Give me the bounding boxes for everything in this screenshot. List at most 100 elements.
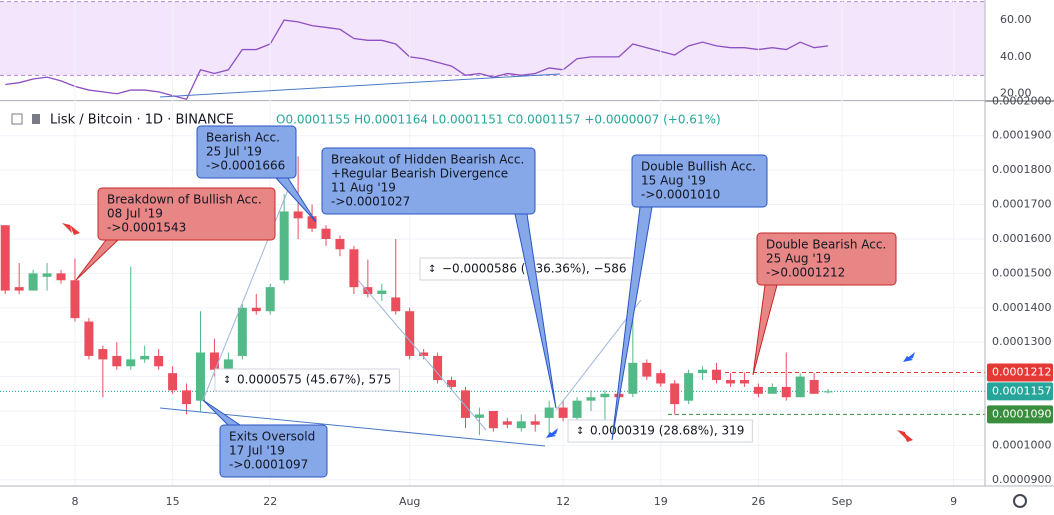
- price-label: 0.0001212: [992, 365, 1052, 378]
- callout: Double Bearish Acc.25 Aug '19->0.0001212: [752, 232, 897, 376]
- callout-text: Double Bearish Acc.: [766, 238, 886, 252]
- callout-box: [219, 424, 328, 478]
- candle-body: [419, 352, 429, 356]
- candle-body: [321, 228, 331, 239]
- candle-body: [488, 410, 498, 429]
- measure-line: [357, 279, 487, 431]
- rsi-pane: [0, 1, 985, 101]
- rsi-line: [5, 19, 829, 101]
- candle-body: [447, 380, 457, 387]
- callout-text: Double Bullish Acc.: [641, 160, 756, 174]
- candle-body: [670, 383, 680, 405]
- ohlc: O0.0001155 H0.0001164 L0.0001151 C0.0001…: [276, 113, 721, 127]
- candle-body: [642, 362, 652, 377]
- x-tick-label: 19: [654, 495, 668, 508]
- candle-body: [126, 359, 136, 367]
- rsi-tick-label: 20.00: [1000, 87, 1032, 100]
- settings-icon[interactable]: [1013, 494, 1027, 508]
- price-pane: [0, 0, 985, 486]
- price-label: 0.0001157: [992, 384, 1052, 397]
- callout-text: 25 Jul '19: [206, 145, 262, 159]
- candle-body: [209, 352, 219, 370]
- header: Lisk / Bitcoin · 1D · BINANCE O0.0001155…: [11, 113, 721, 128]
- candle-body: [391, 297, 401, 312]
- candle-body: [195, 352, 205, 401]
- callout-text: ->0.0001543: [107, 221, 186, 235]
- callout-box: [196, 125, 297, 179]
- x-tick-label: 26: [751, 495, 765, 508]
- candle-body: [377, 290, 387, 295]
- candle-body: [712, 369, 722, 381]
- callout-box: [631, 154, 768, 208]
- callout: Breakout of Hidden Bearish Acc.+Regular …: [321, 147, 557, 409]
- measure: ↕ 0.0000319 (28.68%), 319: [567, 419, 753, 443]
- candle-body: [405, 311, 415, 356]
- rocket-icon: [903, 352, 915, 362]
- candle-body: [544, 407, 554, 418]
- candle-body: [251, 307, 261, 312]
- callout-text: +Regular Bearish Divergence: [331, 167, 508, 181]
- candle-body: [140, 355, 150, 360]
- candle-body: [98, 349, 108, 360]
- candle-body: [349, 249, 359, 288]
- x-tick-label: Sep: [832, 495, 853, 508]
- candle-body: [223, 359, 233, 370]
- callout-text: Breakdown of Bullish Acc.: [107, 193, 262, 207]
- candle-body: [684, 373, 694, 401]
- x-tick-label: 9: [950, 495, 957, 508]
- measure-icon: ↕: [428, 264, 436, 275]
- candle-body: [56, 273, 66, 281]
- candle-body: [809, 380, 819, 394]
- rsi-tick-label: 60.00: [1000, 13, 1032, 26]
- rocket-icon: [62, 223, 80, 235]
- x-tick-label: 12: [556, 495, 570, 508]
- candle-body: [265, 287, 275, 312]
- callout-text: 08 Jul '19: [107, 207, 163, 221]
- candle-body: [0, 225, 10, 291]
- y-tick-label: 0.0001600: [992, 232, 1052, 245]
- callouts: ↕ −0.0000586 (−36.36%), −586↕ 0.0000575 (4…: [75, 125, 897, 478]
- candle-body: [279, 211, 289, 281]
- x-tick-label: 15: [166, 495, 180, 508]
- symbol: Lisk / Bitcoin · 1D · BINANCE: [50, 113, 234, 128]
- y-tick-label: 0.0002000: [992, 94, 1052, 107]
- rsi-trendline: [159, 73, 561, 98]
- candle-body: [767, 386, 777, 394]
- rocket-icon: [546, 428, 558, 438]
- price-label-bg: [987, 405, 1053, 424]
- y-tick-label: 0.0001300: [992, 335, 1052, 348]
- candle-body: [42, 273, 52, 277]
- callout-text: ->0.0001027: [331, 195, 410, 209]
- rsi-band: [0, 1, 985, 76]
- candle-body: [168, 373, 178, 391]
- candle-body: [293, 211, 303, 219]
- candle-body: [558, 407, 568, 418]
- measure-icon: ↕: [223, 375, 231, 386]
- price-label: 0.0001090: [992, 407, 1052, 420]
- y-tick-label: 0.0001000: [992, 438, 1052, 451]
- x-tick-label: 8: [71, 495, 78, 508]
- callout-text: 17 Jul '19: [229, 444, 285, 458]
- candle-body: [84, 321, 94, 356]
- candle-body: [823, 391, 833, 393]
- candle-body: [28, 273, 38, 291]
- candle-body: [363, 287, 373, 295]
- candle-body: [433, 355, 443, 381]
- x-tick-label: Aug: [399, 495, 420, 508]
- callout-text: ->0.0001010: [641, 188, 720, 202]
- candle-body: [739, 380, 749, 384]
- candle-body: [698, 369, 708, 374]
- y-tick-label: 0.0000900: [992, 473, 1052, 486]
- rsi-tick-label: 40.00: [1000, 50, 1032, 63]
- candle-body: [474, 414, 484, 418]
- rocket-icon: [897, 430, 913, 442]
- candle-body: [237, 307, 247, 356]
- candle-body: [572, 400, 582, 418]
- callout-text: Breakout of Hidden Bearish Acc.: [331, 153, 524, 167]
- candle-body: [753, 386, 763, 394]
- callout-box: [97, 187, 276, 241]
- candle-body: [530, 421, 540, 425]
- candle-body: [656, 373, 666, 384]
- measure-icon: ↕: [576, 426, 584, 437]
- candle-body: [781, 386, 791, 398]
